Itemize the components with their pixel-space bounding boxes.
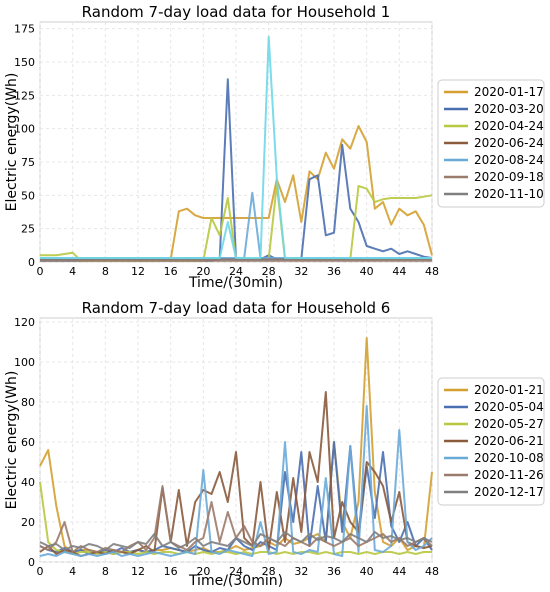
y-tick-label: 175	[14, 23, 35, 36]
y-tick-label: 60	[21, 436, 35, 449]
series-line	[39, 531, 433, 551]
x-tick-label: 16	[164, 565, 178, 578]
y-tick-label: 40	[21, 476, 35, 489]
y-tick-label: 50	[21, 189, 35, 202]
y-tick-label: 25	[21, 223, 35, 236]
chart-household-1: Random 7-day load data for Household 1 E…	[4, 3, 545, 291]
legend-label: 2020-05-27	[474, 417, 544, 431]
x-tick-label: 4	[69, 265, 76, 278]
x-tick-label: 0	[37, 565, 44, 578]
x-tick-label: 24	[229, 565, 243, 578]
y-tick-label: 150	[14, 56, 35, 69]
x-tick-label: 40	[360, 265, 374, 278]
x-tick-label: 8	[102, 265, 109, 278]
chart-title: Random 7-day load data for Household 6	[82, 299, 391, 317]
x-tick-label: 40	[360, 565, 374, 578]
legend-label: 2020-11-26	[474, 468, 544, 482]
y-tick-label: 20	[21, 516, 35, 529]
x-tick-label: 0	[37, 265, 44, 278]
y-tick-label: 0	[28, 256, 35, 269]
x-tick-label: 32	[294, 565, 308, 578]
y-tick-label: 100	[14, 356, 35, 369]
y-tick-label: 75	[21, 156, 35, 169]
x-tick-label: 24	[229, 265, 243, 278]
y-tick-label: 80	[21, 396, 35, 409]
series-line	[39, 481, 432, 555]
x-tick-label: 28	[262, 565, 276, 578]
x-tick-label: 48	[425, 265, 439, 278]
legend-label: 2020-11-10	[474, 187, 544, 201]
x-axis-label: Time/(30min)	[188, 275, 283, 291]
x-tick-label: 44	[392, 265, 406, 278]
x-axis-label: Time/(30min)	[188, 573, 283, 589]
x-tick-label: 36	[327, 565, 341, 578]
x-tick-label: 8	[102, 565, 109, 578]
legend-label: 2020-10-08	[474, 451, 544, 465]
x-tick-label: 12	[131, 565, 145, 578]
grid	[39, 22, 433, 263]
legend-label: 2020-06-24	[474, 136, 544, 150]
chart-household-6: Random 7-day load data for Household 6 E…	[4, 299, 545, 589]
legend: 2020-01-21 2020-05-04 2020-05-27 2020-06-21…	[437, 377, 545, 506]
x-ticks: 0 4 8 12 16 20 24 28 32 36 40 44 48	[37, 265, 440, 278]
legend-label: 2020-09-18	[474, 170, 544, 184]
y-axis-label: Electric energy(Wh)	[4, 73, 20, 212]
y-tick-label: 100	[14, 123, 35, 136]
x-tick-label: 16	[164, 265, 178, 278]
x-tick-label: 28	[262, 265, 276, 278]
y-tick-label: 125	[14, 89, 35, 102]
x-tick-label: 48	[425, 565, 439, 578]
legend-box	[437, 79, 545, 208]
chart-title: Random 7-day load data for Household 1	[82, 3, 391, 21]
legend-label: 2020-06-21	[474, 434, 544, 448]
series-line	[39, 405, 433, 557]
x-tick-label: 32	[294, 265, 308, 278]
y-tick-label: 120	[14, 316, 35, 329]
y-ticks: 0 20 40 60 80 100 120	[14, 316, 35, 569]
x-tick-label: 4	[69, 565, 76, 578]
legend-label: 2020-03-20	[474, 102, 544, 116]
x-tick-label: 44	[392, 565, 406, 578]
legend: 2020-01-17 2020-03-20 2020-04-24 2020-06-24…	[437, 79, 545, 208]
x-tick-label: 20	[196, 265, 210, 278]
x-ticks: 0 4 8 12 16 20 24 28 32 36 40 44 48	[37, 565, 440, 578]
legend-label: 2020-08-24	[474, 153, 544, 167]
x-tick-label: 12	[131, 265, 145, 278]
y-tick-label: 0	[28, 556, 35, 569]
x-tick-label: 36	[327, 265, 341, 278]
legend-box	[437, 377, 545, 506]
y-axis-label: Electric energy(Wh)	[4, 371, 20, 510]
series-lines	[40, 35, 433, 262]
x-tick-label: 20	[196, 565, 210, 578]
legend-label: 2020-05-04	[474, 400, 544, 414]
legend-label: 2020-01-17	[474, 85, 544, 99]
series-lines	[39, 337, 433, 557]
legend-label: 2020-04-24	[474, 119, 544, 133]
legend-label: 2020-01-21	[474, 383, 544, 397]
series-line	[40, 35, 432, 259]
legend-label: 2020-12-17	[474, 485, 544, 499]
y-ticks: 0 25 50 75 100 125 150 175	[14, 23, 35, 269]
